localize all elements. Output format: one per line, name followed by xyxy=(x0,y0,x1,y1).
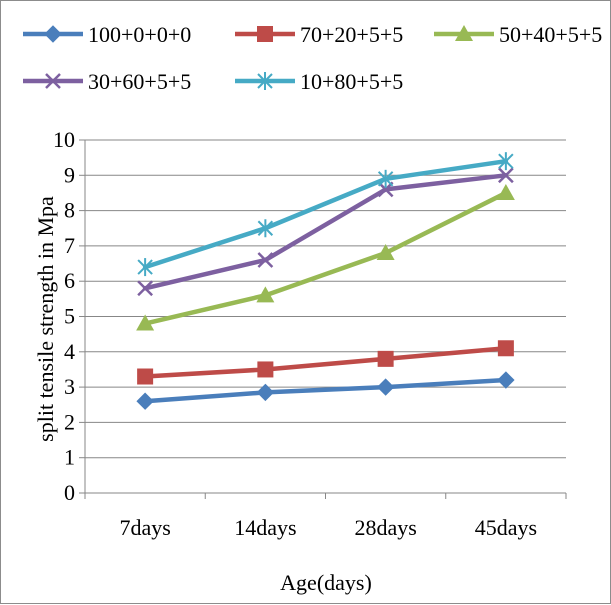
y-axis-title: split tensile strength in Mpa xyxy=(33,196,58,442)
legend-item: 50+40+5+5 xyxy=(434,22,602,47)
x-tick-label: 14days xyxy=(234,515,296,540)
x-tick-labels: 7days 14days 28days 45days xyxy=(119,515,537,540)
series-x xyxy=(137,167,514,297)
series-line xyxy=(142,158,509,270)
data-point xyxy=(257,252,274,268)
legend-label: 10+80+5+5 xyxy=(300,69,403,94)
data-point xyxy=(256,383,275,402)
axes xyxy=(79,139,567,499)
data-point xyxy=(257,361,274,378)
legend-item: 100+0+0+0 xyxy=(23,22,191,47)
series-line xyxy=(142,346,509,379)
legend-label: 70+20+5+5 xyxy=(300,22,403,47)
series-line xyxy=(142,377,509,404)
y-tick-label: 9 xyxy=(64,162,75,187)
data-point xyxy=(377,350,394,367)
data-point xyxy=(137,368,154,385)
x-tick-label: 28days xyxy=(354,515,416,540)
y-tick-label: 1 xyxy=(64,445,75,470)
data-point xyxy=(377,169,394,188)
data-point xyxy=(497,340,514,357)
series-diamond xyxy=(136,371,515,410)
series-square xyxy=(137,340,514,385)
y-tick-label: 7 xyxy=(64,233,75,258)
data-point xyxy=(496,183,515,200)
series-star xyxy=(137,152,514,277)
data-point xyxy=(376,243,395,260)
data-point xyxy=(498,152,514,171)
data-point xyxy=(376,378,395,396)
y-tick-label: 5 xyxy=(64,304,75,329)
x-axis-title: Age(days) xyxy=(280,570,372,595)
legend-label: 100+0+0+0 xyxy=(88,22,191,47)
data-point xyxy=(256,286,275,303)
legend-item: 30+60+5+5 xyxy=(23,69,191,94)
x-tick-label: 45days xyxy=(475,515,537,540)
data-point xyxy=(257,219,274,238)
data-point xyxy=(136,392,154,410)
x-tick-label: 7days xyxy=(119,515,170,540)
series-triangle xyxy=(136,183,515,331)
legend: 100+0+0+0 70+20+5+5 50+40+5+5 30+60+5+5 10+8… xyxy=(23,22,602,94)
series-line xyxy=(142,190,509,326)
data-point xyxy=(137,280,154,297)
y-tick-label: 2 xyxy=(64,409,75,434)
legend-marker xyxy=(257,26,273,42)
data-point xyxy=(497,371,515,389)
y-tick-label: 6 xyxy=(64,268,75,293)
y-tick-label: 10 xyxy=(53,127,75,152)
legend-item: 10+80+5+5 xyxy=(235,69,403,94)
legend-label: 50+40+5+5 xyxy=(499,22,602,47)
gridlines xyxy=(85,139,566,459)
legend-marker xyxy=(455,25,473,41)
data-point xyxy=(497,167,514,184)
y-tick-label: 3 xyxy=(64,374,75,399)
y-tick-label: 4 xyxy=(64,339,75,364)
legend-marker xyxy=(45,73,61,89)
y-tick-label: 0 xyxy=(64,480,75,505)
legend-item: 70+20+5+5 xyxy=(235,22,403,47)
y-tick-labels: 0 1 2 3 4 5 6 7 8 9 10 xyxy=(53,127,75,505)
legend-marker xyxy=(257,72,273,90)
legend-marker xyxy=(44,25,62,43)
series-line xyxy=(142,173,509,291)
series-layer xyxy=(136,152,515,410)
legend-label: 30+60+5+5 xyxy=(88,69,191,94)
y-tick-label: 8 xyxy=(64,198,75,223)
data-point xyxy=(136,314,155,331)
data-point xyxy=(137,258,153,277)
